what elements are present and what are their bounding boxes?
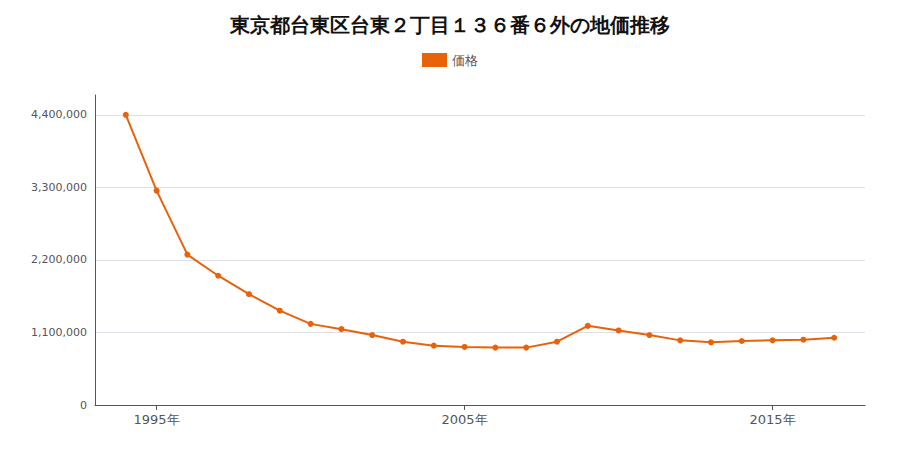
svg-text:価格: 価格 <box>452 53 478 68</box>
svg-text:0: 0 <box>80 399 87 412</box>
svg-text:2,200,000: 2,200,000 <box>31 253 87 266</box>
svg-text:3,300,000: 3,300,000 <box>31 181 87 194</box>
svg-text:1,100,000: 1,100,000 <box>31 326 87 339</box>
svg-text:2015年: 2015年 <box>750 412 796 427</box>
svg-text:1995年: 1995年 <box>134 412 180 427</box>
svg-text:東京都台東区台東２丁目１３６番６外の地価推移: 東京都台東区台東２丁目１３６番６外の地価推移 <box>229 13 670 37</box>
svg-text:2005年: 2005年 <box>442 412 488 427</box>
svg-text:4,400,000: 4,400,000 <box>31 108 87 121</box>
